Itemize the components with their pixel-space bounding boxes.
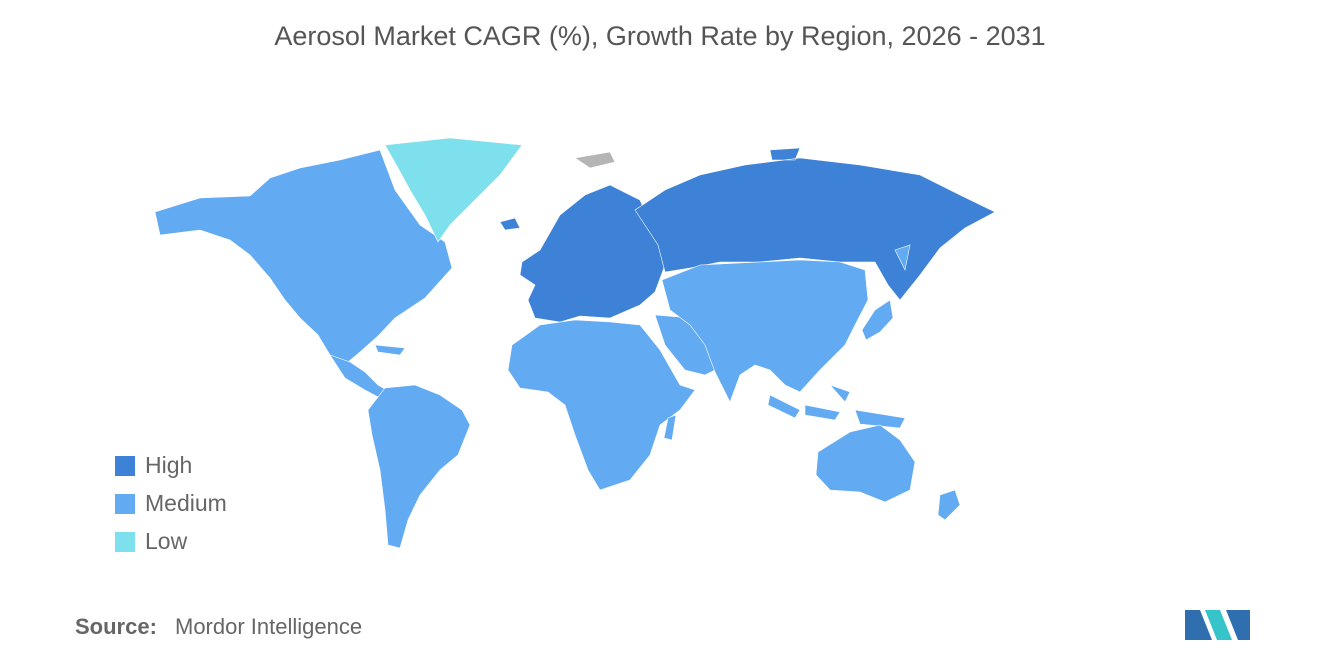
- oceania: [815, 424, 961, 521]
- europe: [499, 184, 666, 323]
- legend-swatch: [115, 456, 135, 476]
- legend: High Medium Low: [115, 452, 227, 554]
- legend-swatch: [115, 494, 135, 514]
- greenland: [384, 137, 523, 243]
- source-text: Mordor Intelligence: [175, 614, 362, 639]
- chart-title: Aerosol Market CAGR (%), Growth Rate by …: [274, 21, 1045, 51]
- japan: [861, 244, 911, 341]
- south-america: [367, 384, 471, 549]
- southeast-asia: [767, 384, 906, 429]
- africa: [507, 319, 696, 491]
- north-america: [154, 149, 453, 363]
- logo: [1185, 610, 1250, 640]
- legend-label: High: [145, 452, 192, 478]
- world-map: [154, 137, 996, 549]
- legend-label: Medium: [145, 490, 227, 516]
- source-label: Source:: [75, 614, 157, 639]
- legend-label: Low: [145, 528, 188, 554]
- asia: [661, 259, 869, 403]
- legend-swatch: [115, 532, 135, 552]
